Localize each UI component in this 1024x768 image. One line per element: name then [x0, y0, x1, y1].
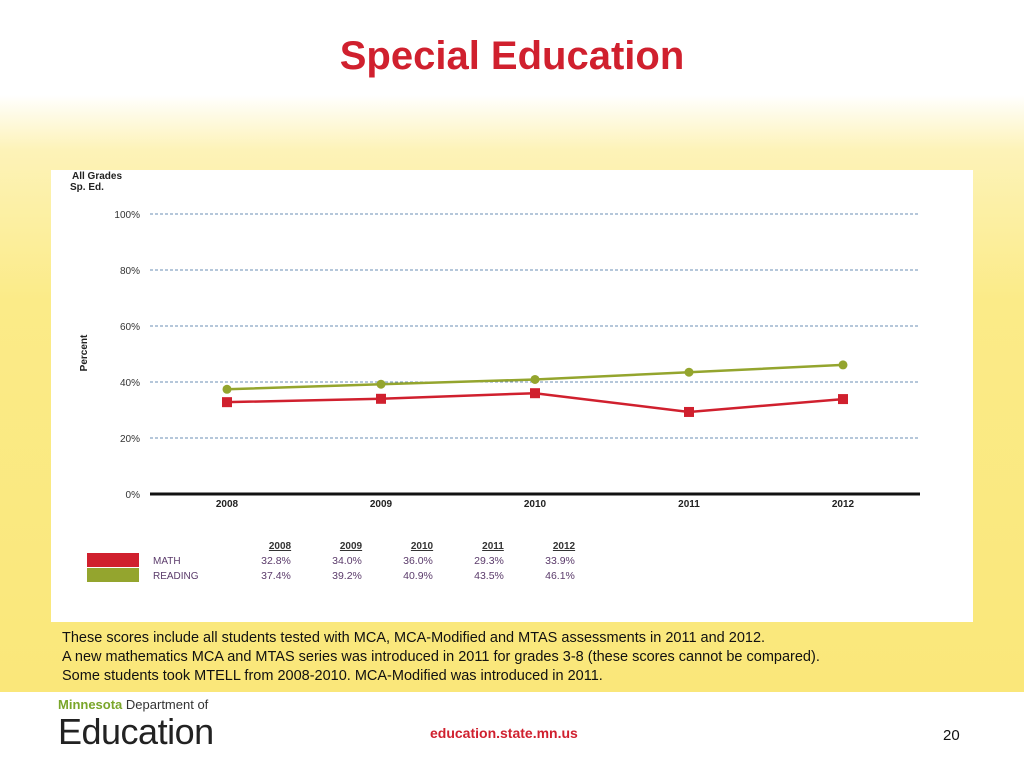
y-tick-label: 80% [120, 266, 140, 277]
notes: These scores include all students tested… [62, 629, 820, 686]
website-url[interactable]: education.state.mn.us [430, 725, 578, 741]
data-point [530, 374, 540, 384]
table-cell: 36.0% [403, 555, 433, 567]
y-tick-label: 0% [126, 490, 141, 501]
chart-panel [51, 170, 973, 622]
data-point [222, 397, 232, 408]
table-cell: 32.8% [261, 555, 291, 567]
table-cell: 46.1% [545, 570, 575, 582]
note-line: These scores include all students tested… [62, 630, 766, 646]
legend-swatch [87, 568, 139, 582]
x-tick-label: 2012 [832, 499, 855, 510]
y-tick-label: 60% [120, 322, 140, 333]
data-point [838, 360, 848, 370]
x-tick-label: 2009 [370, 499, 393, 510]
mde-logo: Minnesota Department of Education [58, 697, 214, 752]
note-line: A new mathematics MCA and MTAS series wa… [62, 649, 820, 665]
table-header: 2008 [269, 541, 292, 552]
data-point [376, 379, 386, 389]
data-point [838, 394, 848, 405]
data-point [222, 384, 232, 394]
y-tick-label: 40% [120, 378, 140, 389]
table-header: 2009 [340, 541, 363, 552]
x-tick-label: 2011 [678, 499, 700, 510]
page-number: 20 [943, 727, 960, 744]
x-tick-label: 2010 [524, 499, 547, 510]
note-line: Some students took MTELL from 2008-2010.… [62, 668, 603, 684]
y-axis-label: Percent [79, 334, 90, 371]
footer [0, 692, 1024, 768]
table-cell: 29.3% [474, 555, 504, 567]
chart-title: All Grades [72, 171, 122, 182]
table-cell: 37.4% [261, 570, 291, 582]
data-point [684, 367, 694, 377]
table-cell: 43.5% [474, 570, 504, 582]
legend-swatch [87, 553, 139, 567]
y-tick-label: 100% [114, 210, 140, 221]
data-point [530, 388, 540, 399]
legend-label: READING [153, 571, 199, 582]
x-tick-label: 2008 [216, 499, 239, 510]
y-tick-label: 20% [120, 434, 140, 445]
table-cell: 40.9% [403, 570, 433, 582]
table-header: 2011 [482, 541, 504, 552]
table-cell: 39.2% [332, 570, 362, 582]
chart-subtitle: Sp. Ed. [70, 182, 104, 193]
table-header: 2012 [553, 541, 576, 552]
table-header: 2010 [411, 541, 434, 552]
legend-label: MATH [153, 556, 181, 567]
data-point [684, 406, 694, 417]
slide-title: Special Education [339, 34, 685, 78]
data-point [376, 393, 386, 404]
table-cell: 34.0% [332, 555, 362, 567]
table-cell: 33.9% [545, 555, 575, 567]
